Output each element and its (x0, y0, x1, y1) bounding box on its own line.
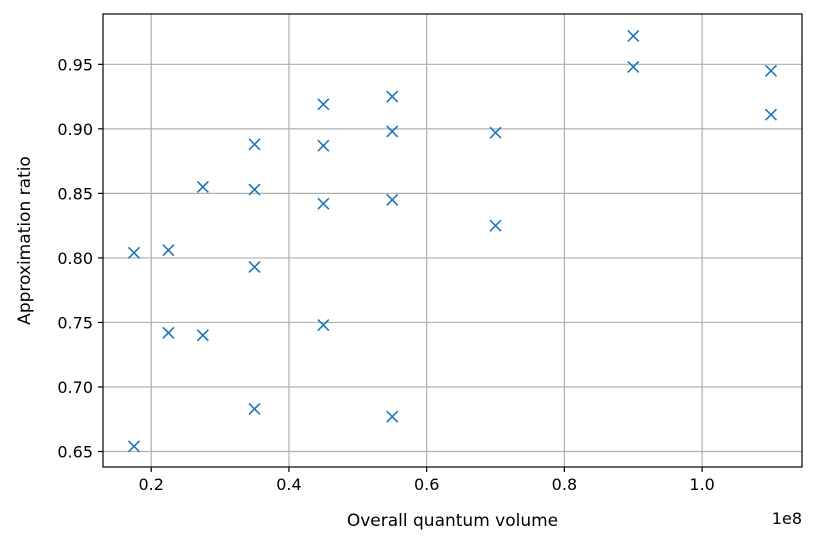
x-tick-label: 0.4 (276, 475, 301, 494)
data-point (248, 260, 261, 274)
data-point (162, 244, 175, 257)
data-point (162, 326, 175, 339)
data-point (127, 440, 141, 453)
data-point (196, 329, 209, 342)
y-tick-label: 0.95 (57, 55, 93, 74)
x-tick-label: 0.8 (552, 475, 577, 494)
x-tick-label: 0.2 (138, 475, 163, 494)
y-tick-label: 0.90 (57, 120, 93, 139)
y-tick-label: 0.75 (57, 313, 93, 332)
data-point (248, 402, 261, 415)
x-axis-offset-text: 1e8 (772, 509, 802, 528)
data-point (127, 246, 141, 259)
y-tick-label: 0.80 (57, 249, 93, 268)
data-point (317, 139, 330, 152)
grid-lines (103, 14, 802, 467)
y-axis-label: Approximation ratio (15, 156, 35, 325)
x-tick-label: 0.6 (414, 475, 439, 494)
y-tick-label: 0.70 (57, 378, 93, 397)
x-axis-label: Overall quantum volume (347, 511, 558, 531)
data-point (386, 410, 399, 423)
data-point (386, 193, 399, 206)
data-points (127, 29, 778, 453)
data-point (627, 29, 640, 43)
data-point (764, 108, 778, 121)
x-tick-label: 1.0 (689, 475, 714, 494)
data-point (489, 219, 502, 232)
plot-area-frame (102, 13, 803, 468)
data-point (627, 60, 640, 73)
data-point (489, 126, 502, 139)
data-point (317, 197, 330, 210)
data-point (317, 98, 330, 111)
data-point (248, 183, 261, 196)
data-point (196, 180, 209, 194)
y-tick-label: 0.65 (57, 443, 93, 462)
data-point (317, 318, 330, 332)
data-point (248, 138, 261, 151)
data-point (386, 90, 399, 103)
axis-ticks: 0.2 0.4 0.6 0.8 1.0 0.65 0.70 0.75 0.80 0.85 0.90 0… (57, 55, 714, 494)
y-tick-label: 0.85 (57, 184, 93, 203)
data-point (764, 64, 778, 77)
data-point (386, 125, 399, 138)
